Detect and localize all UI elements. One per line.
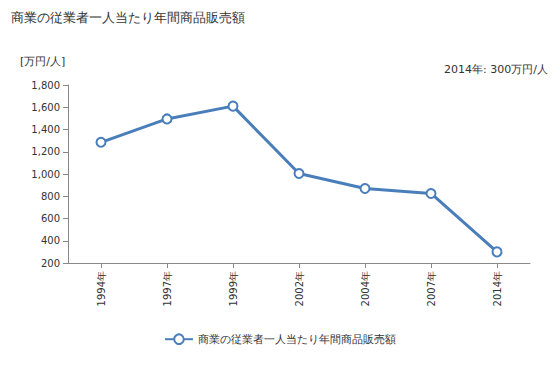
svg-text:1,800: 1,800 [31, 80, 60, 91]
svg-text:[万円/人]: [万円/人] [20, 55, 65, 68]
svg-text:1,400: 1,400 [31, 124, 60, 135]
svg-text:400: 400 [41, 235, 60, 246]
svg-text:商業の従業者一人当たり年間商品販売額: 商業の従業者一人当たり年間商品販売額 [198, 333, 396, 346]
svg-text:800: 800 [41, 191, 60, 202]
svg-text:2014年: 2014年 [492, 271, 503, 306]
svg-text:1999年: 1999年 [228, 271, 239, 306]
svg-text:2002年: 2002年 [294, 271, 305, 306]
svg-text:600: 600 [41, 213, 60, 224]
svg-text:2004年: 2004年 [360, 271, 371, 306]
svg-text:1997年: 1997年 [162, 271, 173, 306]
svg-text:200: 200 [41, 258, 60, 269]
svg-text:商業の従業者一人当たり年間商品販売額: 商業の従業者一人当たり年間商品販売額 [11, 10, 245, 25]
svg-text:1,600: 1,600 [31, 102, 60, 113]
svg-text:1,200: 1,200 [31, 146, 60, 157]
svg-text:1,000: 1,000 [31, 169, 60, 180]
svg-text:1994年: 1994年 [96, 271, 107, 306]
svg-text:2014年: 300万円/人: 2014年: 300万円/人 [444, 63, 548, 76]
svg-text:2007年: 2007年 [426, 271, 437, 306]
